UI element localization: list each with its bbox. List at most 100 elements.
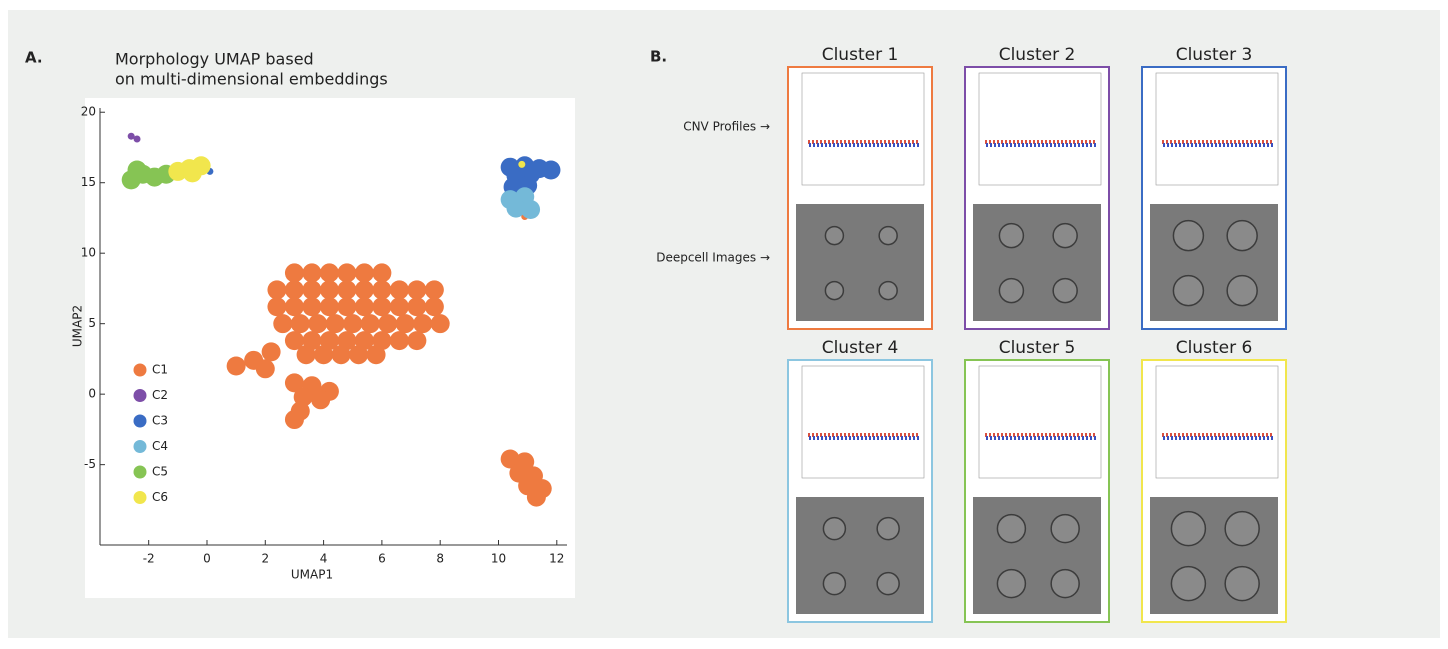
legend-label: C1 — [152, 363, 168, 377]
point — [372, 297, 391, 316]
cnv-plot — [979, 366, 1101, 478]
point — [285, 297, 304, 316]
y-axis-label: UMAP2 — [71, 305, 85, 347]
point — [390, 280, 409, 299]
cell — [1227, 276, 1257, 306]
point — [311, 390, 330, 409]
legend-marker — [134, 440, 147, 453]
point — [297, 345, 316, 364]
point — [337, 263, 356, 282]
point — [128, 161, 147, 180]
point — [262, 342, 281, 361]
x-tick-label: 2 — [261, 552, 269, 566]
point — [285, 280, 304, 299]
x-tick-label: 8 — [436, 552, 444, 566]
legend-marker — [134, 466, 147, 479]
legend-marker — [134, 389, 147, 402]
point — [425, 280, 444, 299]
cell — [1053, 279, 1077, 303]
point — [332, 345, 351, 364]
cell — [877, 573, 899, 595]
cell — [1053, 224, 1077, 248]
point — [320, 263, 339, 282]
cell — [823, 518, 845, 540]
point — [337, 297, 356, 316]
cell — [825, 282, 843, 300]
point — [425, 297, 444, 316]
figure: A. Morphology UMAP based on multi-dimens… — [0, 0, 1448, 645]
legend-label: C4 — [152, 439, 168, 453]
point — [227, 356, 246, 375]
y-tick-label: 20 — [81, 105, 96, 119]
cluster-title: Cluster 6 — [1176, 338, 1253, 358]
cell — [877, 518, 899, 540]
cell — [879, 227, 897, 245]
point — [134, 136, 141, 143]
point — [285, 410, 304, 429]
cell-image — [973, 497, 1101, 614]
legend-marker — [134, 364, 147, 377]
cell — [1225, 512, 1259, 546]
point — [361, 314, 380, 333]
cell-image — [1150, 497, 1278, 614]
legend-label: C5 — [152, 465, 168, 479]
point — [285, 263, 304, 282]
point — [267, 280, 286, 299]
panel-label: B. — [650, 48, 667, 66]
x-tick-label: 12 — [549, 552, 564, 566]
x-tick-label: 10 — [491, 552, 506, 566]
cell — [1173, 276, 1203, 306]
cell — [823, 573, 845, 595]
cell — [999, 279, 1023, 303]
y-tick-label: -5 — [84, 457, 96, 471]
point — [320, 297, 339, 316]
point — [183, 163, 202, 182]
legend-label: C6 — [152, 490, 168, 504]
point — [541, 161, 560, 180]
cluster-title: Cluster 5 — [999, 338, 1076, 358]
legend-marker — [134, 415, 147, 428]
legend-marker — [134, 491, 147, 504]
page: {"chart_data": {"type": "scatter", "pane… — [0, 0, 1448, 645]
point — [355, 263, 374, 282]
point — [413, 314, 432, 333]
point — [378, 314, 397, 333]
y-tick-label: 10 — [81, 246, 96, 260]
legend-label: C2 — [152, 388, 168, 402]
x-tick-label: 6 — [378, 552, 386, 566]
cell — [1173, 221, 1203, 251]
point — [396, 314, 415, 333]
cluster-title: Cluster 3 — [1176, 45, 1253, 65]
point — [372, 280, 391, 299]
cell — [1227, 221, 1257, 251]
cluster-title: Cluster 4 — [822, 338, 899, 358]
x-tick-label: 0 — [203, 552, 211, 566]
point — [302, 280, 321, 299]
row-label: CNV Profiles → — [683, 120, 770, 134]
point — [337, 280, 356, 299]
point — [256, 359, 275, 378]
y-tick-label: 15 — [81, 175, 96, 189]
cnv-plot — [1156, 366, 1278, 478]
point — [521, 200, 540, 219]
cell — [1051, 570, 1079, 598]
point — [372, 263, 391, 282]
x-tick-label: 4 — [320, 552, 328, 566]
cell — [879, 282, 897, 300]
cluster-title: Cluster 1 — [822, 45, 899, 65]
panel-label: A. — [25, 49, 43, 67]
point — [431, 314, 450, 333]
cell-image — [796, 204, 924, 321]
cell — [1171, 512, 1205, 546]
point — [291, 314, 310, 333]
point — [355, 297, 374, 316]
point — [367, 345, 386, 364]
cell — [1171, 567, 1205, 601]
cell-image — [1150, 204, 1278, 321]
point — [407, 331, 426, 350]
point — [349, 345, 368, 364]
point — [308, 314, 327, 333]
point — [320, 280, 339, 299]
point — [314, 345, 333, 364]
x-axis-label: UMAP1 — [291, 568, 333, 582]
